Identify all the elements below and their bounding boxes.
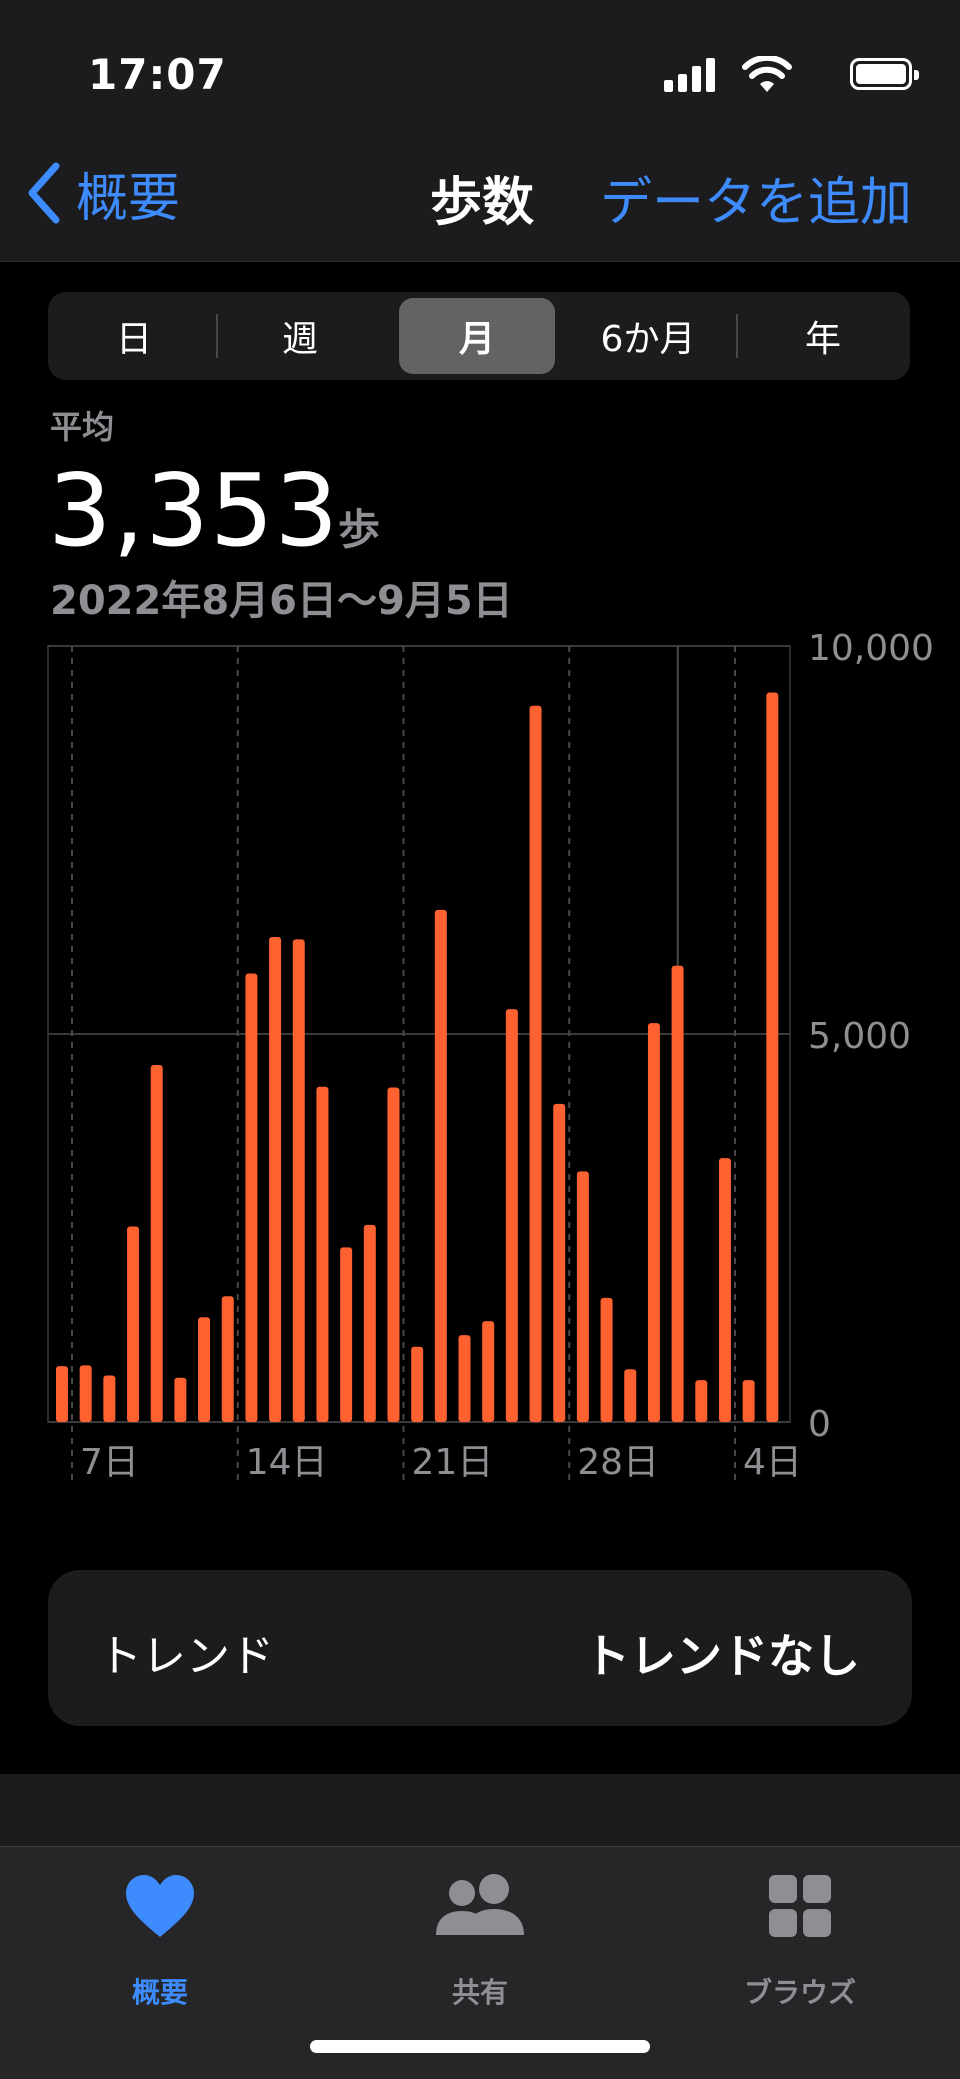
chart-bar	[198, 1317, 211, 1422]
heart-icon	[126, 1875, 194, 1937]
segment-year[interactable]: 年	[804, 319, 841, 360]
grid-icon	[769, 1875, 831, 1937]
x-tick-label: 7日	[80, 1442, 139, 1483]
chart-bar	[127, 1226, 140, 1422]
home-indicator	[310, 2040, 650, 2053]
y-tick-label: 0	[808, 1404, 831, 1445]
chart-bar	[245, 973, 258, 1422]
average-value: 3,353	[48, 452, 340, 569]
chart-bar	[624, 1369, 637, 1422]
chart-bar	[363, 1224, 376, 1422]
chart-bar	[387, 1087, 400, 1422]
segment-week[interactable]: 週	[281, 319, 318, 360]
chart-bar	[56, 1366, 68, 1422]
chart-bar	[505, 1009, 518, 1422]
average-label: 平均	[50, 408, 115, 446]
chart-bar	[482, 1321, 495, 1422]
x-tick-label: 28日	[577, 1442, 659, 1483]
segment-day[interactable]: 日	[115, 319, 152, 360]
tab-summary-label: 概要	[131, 1976, 188, 2009]
x-tick-label: 4日	[743, 1442, 802, 1483]
x-tick-label: 21日	[411, 1442, 493, 1483]
chart-bar	[340, 1247, 353, 1422]
back-label: 概要	[76, 168, 181, 229]
status-icons	[652, 56, 919, 96]
trend-label: トレンド	[98, 1631, 274, 1682]
trend-value: トレンドなし	[584, 1629, 860, 1683]
chart-bar	[269, 937, 282, 1422]
chart-bar	[600, 1297, 613, 1422]
wifi-icon	[742, 56, 792, 92]
tab-sharing-label: 共有	[451, 1976, 508, 2009]
header-area: 17:07 概要 歩数 データを追加	[0, 0, 960, 262]
add-data-button[interactable]: データを追加	[599, 173, 912, 233]
people-icon	[436, 1874, 524, 1935]
section-separator	[0, 1774, 960, 1846]
x-tick-label: 14日	[246, 1442, 328, 1483]
cellular-signal-icon	[664, 58, 716, 92]
segment-divider	[216, 314, 218, 358]
chart-bar	[411, 1346, 424, 1422]
chart-bar	[103, 1375, 116, 1422]
tab-browse-label: ブラウズ	[743, 1976, 856, 2009]
chart-bar	[174, 1377, 187, 1422]
date-range: 2022年8月6日〜9月5日	[50, 578, 513, 624]
chart-bar	[671, 965, 684, 1422]
chart-bar	[576, 1171, 589, 1422]
period-segmented-control: 日 週 月 6か月 年	[48, 292, 910, 380]
chart-bar	[742, 1380, 755, 1422]
chart-bar	[434, 909, 447, 1422]
y-tick-label: 10,000	[808, 628, 934, 669]
chart-bar	[553, 1103, 566, 1422]
y-tick-label: 5,000	[808, 1016, 911, 1057]
chart-bar	[695, 1380, 708, 1422]
tab-summary[interactable]: 概要	[60, 1869, 260, 2009]
chart-bar	[79, 1365, 92, 1422]
chevron-left-icon	[28, 162, 60, 224]
chart-bar	[647, 1023, 660, 1422]
average-unit: 歩	[338, 505, 381, 554]
chart-bar	[150, 1065, 163, 1422]
chart-bar	[316, 1086, 329, 1422]
chart-bar	[718, 1158, 731, 1422]
status-time: 17:07	[88, 50, 227, 99]
steps-bar-chart[interactable]: 0 5,000 10,000 7日 14日 21日 28日 4日	[0, 620, 960, 1500]
tab-browse[interactable]: ブラウズ	[700, 1869, 900, 2009]
battery-icon	[850, 58, 919, 90]
segment-6month[interactable]: 6か月	[600, 319, 696, 360]
back-button[interactable]: 概要	[26, 158, 181, 229]
segment-divider	[736, 314, 738, 358]
tab-sharing[interactable]: 共有	[380, 1869, 580, 2009]
chart-bar	[221, 1296, 234, 1422]
chart-bar	[766, 692, 779, 1422]
page-title: 歩数	[430, 173, 535, 233]
chart-bar	[292, 939, 305, 1422]
chart-bar	[529, 705, 542, 1422]
segment-month[interactable]: 月	[399, 298, 555, 374]
trend-card[interactable]: トレンド トレンドなし	[48, 1570, 912, 1726]
chart-bar	[458, 1335, 471, 1422]
